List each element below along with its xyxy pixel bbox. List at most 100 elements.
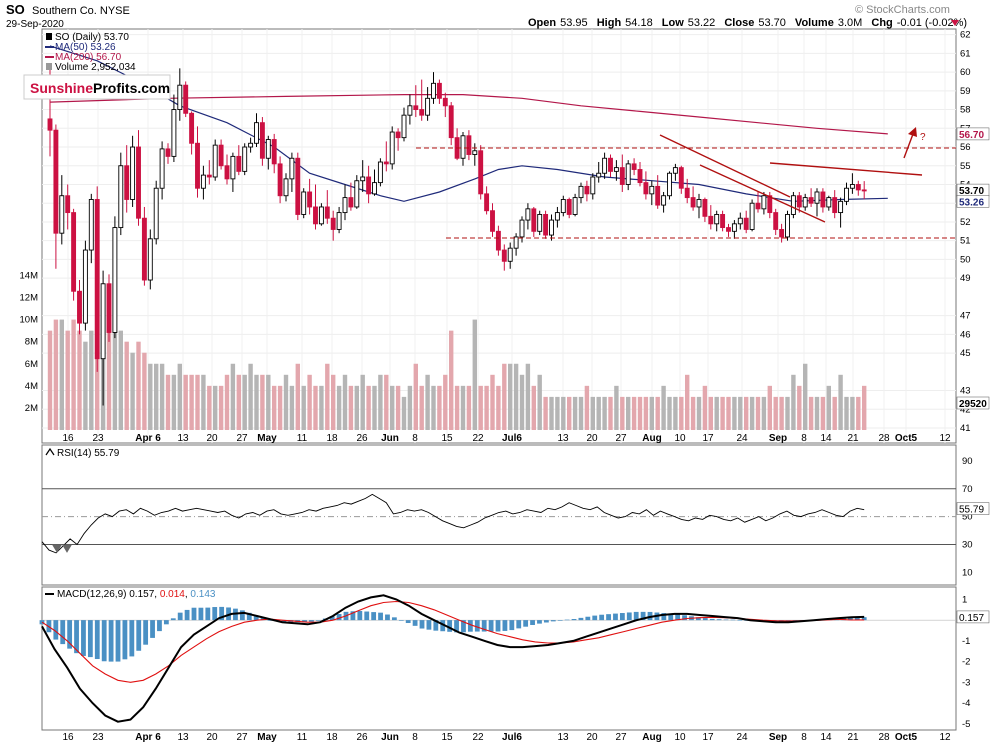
candle-body (425, 97, 431, 116)
rsi-legend: RSI(14) 55.79 (45, 447, 120, 459)
volume-bar (502, 363, 507, 430)
volume-bar (490, 374, 495, 430)
volume-bar (89, 330, 94, 430)
volume-bar (508, 363, 513, 430)
macd-histogram-bar (302, 620, 307, 623)
macd-histogram-bar (212, 607, 218, 621)
macd-histogram-bar (530, 620, 535, 625)
candle-body (838, 200, 844, 214)
candle-body (419, 109, 425, 116)
volume-bar (449, 330, 454, 430)
candle-body (82, 249, 88, 324)
macd-histogram-bar (537, 620, 542, 624)
chart-date: 29-Sep-2020 (6, 19, 64, 30)
price-tick-label: 45 (960, 348, 971, 359)
x-axis-label-bottom: 8 (412, 732, 418, 743)
x-axis-label: Oct5 (895, 433, 918, 444)
volume-bar (472, 319, 477, 430)
price-tick-label: 43 (960, 386, 971, 397)
macd-histogram-bar (184, 609, 190, 621)
macd-title: MACD(12,26,9) 0.157, 0.014, 0.143 (57, 589, 216, 600)
candle-body (602, 157, 608, 174)
candle-body (383, 161, 389, 165)
volume-bar (195, 374, 200, 430)
volume-bar (407, 385, 413, 430)
candle-body (153, 187, 159, 240)
candle-body (53, 129, 59, 234)
candle-body (354, 180, 360, 208)
macd-histogram-bar (163, 620, 169, 625)
candle-body (773, 212, 779, 230)
volume-bar (631, 396, 637, 430)
volume-bar (543, 396, 548, 430)
volume-bar (159, 363, 165, 430)
volume-bar (165, 374, 171, 430)
macd-histogram-bar (329, 616, 335, 621)
x-axis-label-bottom: 28 (878, 732, 890, 743)
x-axis-label: 14 (820, 433, 832, 444)
macd-histogram-bar (613, 613, 618, 621)
candle-body (844, 187, 849, 202)
macd-histogram-bar (585, 616, 591, 621)
candle-body (442, 97, 448, 107)
price-tick-label: 49 (960, 273, 971, 284)
candle-body (224, 165, 230, 180)
rsi-oversold-shade (62, 544, 72, 553)
volume-bar (649, 396, 654, 430)
macd-histogram-bar (108, 620, 114, 662)
x-axis-label: Apr 6 (135, 433, 161, 444)
macd-histogram-bar (170, 618, 176, 621)
candle-body (336, 212, 342, 230)
x-axis-label: May (257, 433, 277, 444)
candle-body (283, 178, 289, 197)
candle-body (118, 165, 124, 229)
open-value: 53.95 (560, 17, 588, 29)
macd-line (41, 594, 865, 723)
close-last-label: 53.70 (959, 186, 984, 197)
x-axis-label: 27 (615, 433, 627, 444)
legend-volume: Volume 2,952,034 (55, 62, 136, 73)
volume-bar (201, 374, 206, 430)
volume-bar (779, 396, 784, 430)
volume-bar (578, 396, 584, 430)
macd-histogram-bar (385, 614, 390, 621)
candle-body (560, 199, 566, 214)
x-axis-label-bottom: Oct5 (895, 732, 918, 743)
rsi-tick-label: 90 (962, 456, 973, 467)
macd-histogram-bar (564, 619, 570, 621)
volume-bar (826, 385, 831, 430)
x-axis-label-bottom: 8 (801, 732, 807, 743)
x-axis-label: Jun (381, 433, 399, 444)
macd-histogram-bar (364, 611, 370, 621)
macd-tick-label: -3 (962, 677, 970, 688)
macd-histogram-bar (81, 620, 86, 656)
volume-bar (443, 374, 448, 430)
volume-bar (71, 319, 76, 430)
volume-bar (655, 396, 660, 430)
candle-body (749, 202, 755, 230)
rsi-line (41, 493, 865, 554)
x-axis-label: 28 (878, 433, 890, 444)
volume-bar (773, 396, 778, 430)
macd-histogram-bar (730, 619, 736, 621)
macd-histogram-bar (557, 620, 563, 621)
volume-bar (59, 319, 64, 430)
candle-body (448, 105, 454, 139)
volume-bar (224, 374, 230, 430)
macd-histogram-bar (481, 620, 487, 632)
macd-histogram-bar (350, 611, 356, 621)
volume-bar (401, 396, 407, 430)
volume-bar (177, 363, 182, 430)
candle-body (295, 157, 301, 215)
x-axis-label: 21 (847, 433, 859, 444)
macd-histogram-bar (675, 614, 681, 621)
macd-histogram-bar (433, 620, 439, 631)
macd-histogram-bar (550, 620, 556, 622)
rsi-oversold-shade (52, 544, 62, 553)
x-axis-label-bottom: 22 (472, 732, 484, 743)
macd-histogram-bar (205, 607, 211, 621)
ma200-last-label-box (956, 127, 990, 141)
change-down-icon (951, 20, 959, 26)
candle-body (855, 184, 861, 191)
